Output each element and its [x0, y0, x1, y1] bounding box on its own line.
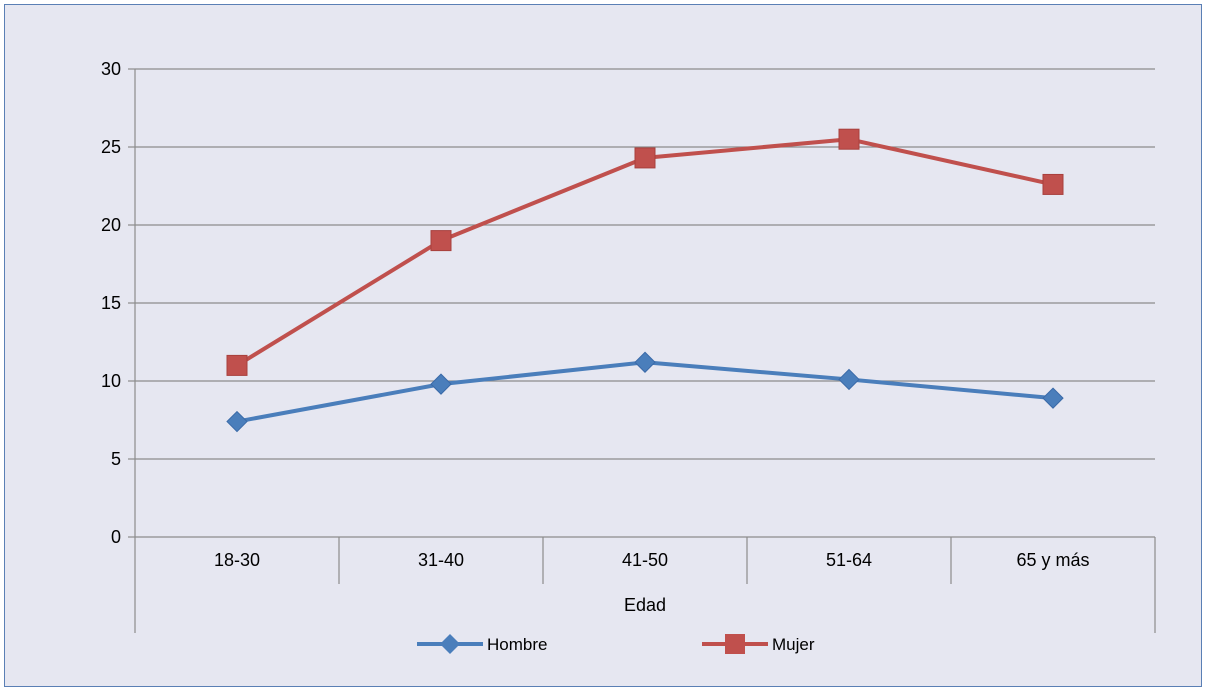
data-point-hombre: [634, 351, 656, 373]
line-chart: 0 5 10 15 20 25 30 18-30 31-40 41-50 51-64 65 y más…: [101, 59, 1156, 654]
data-point-mujer: [226, 354, 248, 376]
y-tick-label: 0: [111, 527, 121, 547]
data-point-hombre: [1042, 387, 1064, 409]
y-tick-label: 5: [111, 449, 121, 469]
legend-label-hombre: Hombre: [487, 635, 547, 654]
x-axis-title: Edad: [624, 595, 666, 615]
legend-marker-mujer: [725, 634, 745, 654]
y-tick-label: 10: [101, 371, 121, 391]
x-tick-label: 18-30: [214, 550, 260, 570]
axis-layer: 0 5 10 15 20 25 30 18-30 31-40 41-50 51-64 65 y más: [101, 59, 1156, 633]
series-layer: [226, 128, 1064, 433]
x-tick-label: 41-50: [622, 550, 668, 570]
data-point-hombre: [430, 373, 452, 395]
data-point-mujer: [634, 147, 656, 169]
series-line-mujer: [235, 137, 1054, 368]
legend: Hombre Mujer: [417, 634, 815, 654]
data-point-mujer: [838, 128, 860, 150]
x-tick-label: 51-64: [826, 550, 872, 570]
x-tick-label: 31-40: [418, 550, 464, 570]
data-point-mujer: [1042, 173, 1064, 195]
chart-frame: 0 5 10 15 20 25 30 18-30 31-40 41-50 51-64 65 y más…: [4, 4, 1202, 687]
y-tick-label: 20: [101, 215, 121, 235]
y-tick-label: 15: [101, 293, 121, 313]
legend-marker-hombre: [440, 634, 460, 654]
y-tick-label: 30: [101, 59, 121, 79]
legend-label-mujer: Mujer: [772, 635, 815, 654]
data-point-hombre: [838, 368, 860, 391]
data-point-hombre: [226, 410, 248, 433]
data-point-mujer: [430, 230, 452, 252]
grid-layer: [135, 68, 1155, 538]
y-tick-label: 25: [101, 137, 121, 157]
x-tick-label: 65 y más: [1016, 550, 1089, 570]
